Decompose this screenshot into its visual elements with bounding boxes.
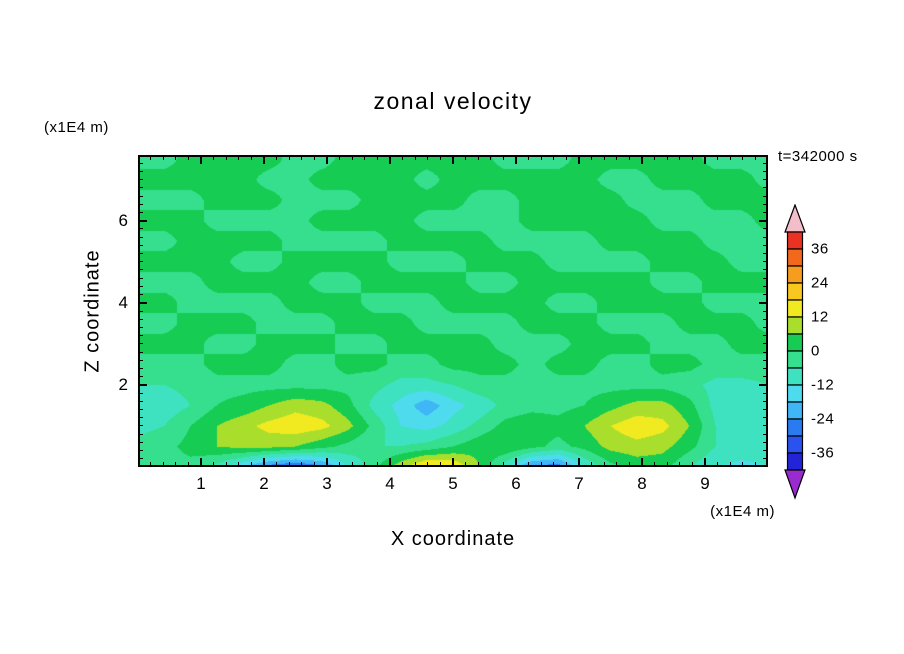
colorbar-tick-label: 12 — [811, 308, 829, 326]
x-tick-label: 6 — [511, 474, 521, 493]
colorbar-segment — [786, 248, 804, 267]
colorbar-segment — [786, 299, 804, 318]
colorbar-tick-label: 36 — [811, 240, 829, 258]
x-tick-label: 3 — [322, 474, 332, 493]
chart-title: zonal velocity — [373, 88, 533, 114]
z-tick-label: 2 — [118, 374, 128, 394]
colorbar-labels: 36 24 12 0 -12 -24 -36 — [811, 232, 857, 470]
x-axis-unit-label: (x1E4 m) — [710, 503, 775, 520]
colorbar-segment — [786, 350, 804, 369]
colorbar-segment — [786, 452, 804, 471]
time-annotation: t=342000 s — [778, 148, 858, 165]
x-tick-label: 1 — [196, 474, 206, 493]
colorbar-tick-label: 24 — [811, 274, 829, 292]
colorbar — [784, 203, 806, 500]
z-tick-label: 4 — [118, 292, 128, 312]
contour-canvas — [138, 155, 768, 467]
colorbar-segment — [786, 265, 804, 284]
colorbar-segment — [786, 401, 804, 420]
plot-area — [138, 155, 768, 467]
colorbar-segment — [786, 435, 804, 454]
x-tick-label: 2 — [259, 474, 269, 493]
colorbar-segment — [786, 367, 804, 386]
z-tick-label: 6 — [118, 210, 128, 230]
colorbar-tick-label: -36 — [811, 444, 835, 462]
z-axis-unit-label: (x1E4 m) — [44, 119, 109, 136]
x-tick-label: 5 — [448, 474, 458, 493]
colorbar-segment — [786, 384, 804, 403]
colorbar-tick-label: 0 — [811, 342, 820, 360]
colorbar-segment — [786, 333, 804, 352]
x-tick-label: 8 — [637, 474, 647, 493]
colorbar-tick-label: -24 — [811, 410, 835, 428]
colorbar-segment — [786, 316, 804, 335]
x-tick-label: 4 — [385, 474, 395, 493]
colorbar-segment — [786, 418, 804, 437]
colorbar-segment — [786, 231, 804, 250]
colorbar-below-arrow — [784, 469, 806, 500]
x-tick-label: 9 — [700, 474, 710, 493]
x-tick-label: 7 — [574, 474, 584, 493]
colorbar-wrap — [783, 203, 829, 500]
colorbar-tick-label: -12 — [811, 376, 835, 394]
colorbar-segment — [786, 282, 804, 301]
colorbar-above-arrow — [784, 203, 806, 233]
x-axis-label: X coordinate — [390, 528, 516, 550]
